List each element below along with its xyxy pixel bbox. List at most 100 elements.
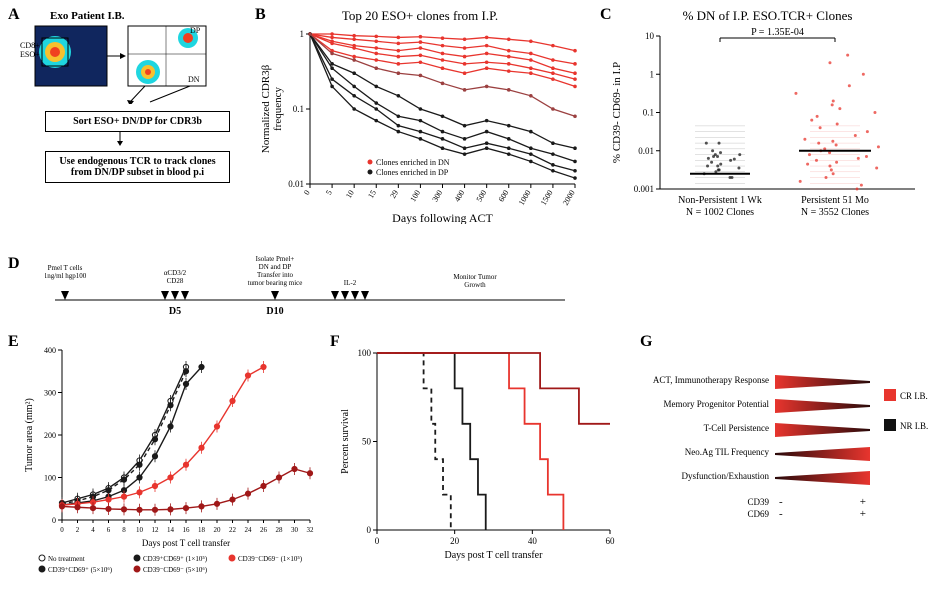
svg-text:100: 100 bbox=[44, 474, 56, 483]
panel-e-label: E bbox=[8, 333, 19, 351]
svg-text:Tumor area (mm²): Tumor area (mm²) bbox=[24, 398, 35, 472]
svg-text:Days post T cell transfer: Days post T cell transfer bbox=[445, 550, 544, 561]
svg-text:+: + bbox=[860, 496, 866, 508]
svg-text:40: 40 bbox=[528, 536, 538, 546]
svg-text:0: 0 bbox=[367, 525, 372, 535]
svg-text:14: 14 bbox=[167, 526, 175, 534]
svg-text:Transfer into: Transfer into bbox=[257, 271, 294, 279]
svg-text:12: 12 bbox=[152, 526, 160, 534]
svg-text:400: 400 bbox=[453, 189, 467, 204]
panel-g-graphic: ACT, Immunotherapy Response Memory Progen… bbox=[645, 355, 935, 565]
svg-text:Neo.Ag TIL Frequency: Neo.Ag TIL Frequency bbox=[685, 447, 770, 457]
svg-text:Memory Progenitor Potential: Memory Progenitor Potential bbox=[664, 399, 770, 409]
svg-text:1500: 1500 bbox=[539, 189, 555, 207]
svg-text:CD39⁺CD69⁺ (1×10⁵): CD39⁺CD69⁺ (1×10⁵) bbox=[143, 555, 208, 563]
panel-a-box2: Use endogenous TCR to track clones from … bbox=[45, 151, 230, 183]
panel-d-timeline: Pmel T cells1ng/ml hgp100αCD3/2CD28Isola… bbox=[45, 255, 605, 330]
panel-e: 0100200300400024681012141618202224262830… bbox=[20, 345, 320, 595]
svg-text:0: 0 bbox=[302, 189, 312, 197]
svg-text:8: 8 bbox=[122, 526, 126, 534]
svg-text:20: 20 bbox=[214, 526, 222, 534]
svg-text:Persistent 51 Mo: Persistent 51 Mo bbox=[801, 195, 869, 206]
svg-text:400: 400 bbox=[44, 346, 56, 355]
svg-text:22: 22 bbox=[229, 526, 237, 534]
svg-text:tumor bearing mice: tumor bearing mice bbox=[248, 279, 303, 287]
panel-a-label: A bbox=[8, 6, 20, 24]
panel-f: 0501000204060Percent survivalDays post T… bbox=[335, 345, 625, 580]
svg-text:Monitor Tumor: Monitor Tumor bbox=[453, 273, 497, 281]
svg-text:Clones enriched in DN: Clones enriched in DN bbox=[376, 158, 450, 167]
svg-text:NR I.B.: NR I.B. bbox=[900, 421, 928, 431]
svg-text:32: 32 bbox=[307, 526, 315, 534]
svg-text:P = 1.35E-04: P = 1.35E-04 bbox=[751, 27, 804, 38]
svg-text:Clones enriched in DP: Clones enriched in DP bbox=[376, 168, 449, 177]
svg-text:100: 100 bbox=[408, 189, 422, 204]
svg-text:N = 1002 Clones: N = 1002 Clones bbox=[686, 207, 754, 218]
svg-text:28: 28 bbox=[276, 526, 284, 534]
svg-text:CD39⁻CD69⁻ (1×10⁵): CD39⁻CD69⁻ (1×10⁵) bbox=[238, 555, 303, 563]
svg-text:Pmel T cells: Pmel T cells bbox=[48, 264, 83, 272]
panel-c: % DN of I.P. ESO.TCR+ Clones 1010.10.010… bbox=[605, 8, 930, 239]
svg-text:18: 18 bbox=[198, 526, 206, 534]
svg-text:5: 5 bbox=[324, 189, 334, 197]
svg-text:2: 2 bbox=[76, 526, 80, 534]
svg-text:Dysfunction/Exhaustion: Dysfunction/Exhaustion bbox=[682, 471, 770, 481]
svg-text:0.001: 0.001 bbox=[634, 184, 654, 194]
svg-text:0.1: 0.1 bbox=[643, 108, 654, 118]
panel-f-chart: 0501000204060Percent survivalDays post T… bbox=[335, 345, 625, 575]
svg-text:D10: D10 bbox=[266, 306, 283, 317]
panel-c-chart: 1010.10.010.001% CD39- CD69- in I.PP = 1… bbox=[605, 24, 930, 234]
panel-a: Exo Patient I.B. CD8+ ESO+ DP DN Sort ES… bbox=[20, 10, 240, 183]
svg-text:300: 300 bbox=[430, 189, 444, 204]
svg-text:0: 0 bbox=[60, 526, 64, 534]
svg-text:1ng/ml hgp100: 1ng/ml hgp100 bbox=[45, 272, 87, 280]
svg-text:ACT, Immunotherapy Response: ACT, Immunotherapy Response bbox=[653, 375, 769, 385]
svg-text:Percent survival: Percent survival bbox=[340, 409, 351, 474]
svg-text:ESO+: ESO+ bbox=[20, 50, 40, 59]
svg-text:CD8+: CD8+ bbox=[20, 41, 40, 50]
panel-b-chart: 10.10.0105101529100300400500600100015002… bbox=[255, 24, 585, 224]
svg-text:Days following ACT: Days following ACT bbox=[392, 211, 493, 224]
svg-text:-: - bbox=[779, 508, 783, 520]
panel-a-header: Exo Patient I.B. bbox=[50, 10, 240, 22]
svg-text:100: 100 bbox=[358, 348, 372, 358]
svg-text:15: 15 bbox=[366, 189, 378, 200]
svg-text:20: 20 bbox=[450, 536, 460, 546]
svg-text:DN and DP: DN and DP bbox=[259, 263, 292, 271]
svg-text:0.01: 0.01 bbox=[288, 179, 304, 189]
panel-e-chart: 0100200300400024681012141618202224262830… bbox=[20, 345, 320, 590]
svg-text:50: 50 bbox=[362, 437, 372, 447]
svg-text:500: 500 bbox=[475, 189, 489, 204]
svg-text:300: 300 bbox=[44, 389, 56, 398]
svg-text:1000: 1000 bbox=[517, 189, 533, 207]
panel-g-label: G bbox=[640, 333, 652, 351]
svg-text:16: 16 bbox=[183, 526, 191, 534]
svg-text:% CD39- CD69- in I.P: % CD39- CD69- in I.P bbox=[611, 62, 623, 163]
svg-text:0.01: 0.01 bbox=[638, 146, 654, 156]
svg-text:200: 200 bbox=[44, 431, 56, 440]
svg-text:0.1: 0.1 bbox=[293, 104, 304, 114]
panel-c-title: % DN of I.P. ESO.TCR+ Clones bbox=[605, 8, 930, 24]
svg-text:30: 30 bbox=[291, 526, 299, 534]
svg-text:2000: 2000 bbox=[561, 189, 577, 207]
svg-text:4: 4 bbox=[91, 526, 95, 534]
svg-text:CD69: CD69 bbox=[747, 509, 769, 519]
panel-d: Pmel T cells1ng/ml hgp100αCD3/2CD28Isola… bbox=[45, 255, 605, 335]
svg-text:CD39⁻CD69⁻ (5×10⁶): CD39⁻CD69⁻ (5×10⁶) bbox=[143, 566, 208, 574]
svg-text:CR I.B.: CR I.B. bbox=[900, 391, 928, 401]
svg-text:1: 1 bbox=[300, 29, 305, 39]
svg-text:29: 29 bbox=[388, 189, 400, 200]
svg-text:No treatment: No treatment bbox=[48, 555, 85, 563]
svg-text:CD39⁺CD69⁺ (5×10⁶): CD39⁺CD69⁺ (5×10⁶) bbox=[48, 566, 113, 574]
svg-text:Days post T cell transfer: Days post T cell transfer bbox=[142, 538, 230, 548]
svg-text:+: + bbox=[860, 508, 866, 520]
svg-text:N = 3552 Clones: N = 3552 Clones bbox=[801, 207, 869, 218]
panel-b: Top 20 ESO+ clones from I.P. 10.10.01051… bbox=[255, 8, 585, 229]
svg-text:αCD3/2: αCD3/2 bbox=[164, 269, 187, 277]
svg-text:10: 10 bbox=[645, 31, 655, 41]
panel-g: ACT, Immunotherapy Response Memory Progen… bbox=[645, 355, 935, 570]
svg-text:26: 26 bbox=[260, 526, 268, 534]
svg-text:0: 0 bbox=[52, 516, 56, 525]
svg-text:-: - bbox=[779, 496, 783, 508]
flow-cytometry-plots: CD8+ ESO+ DP DN bbox=[20, 24, 220, 104]
